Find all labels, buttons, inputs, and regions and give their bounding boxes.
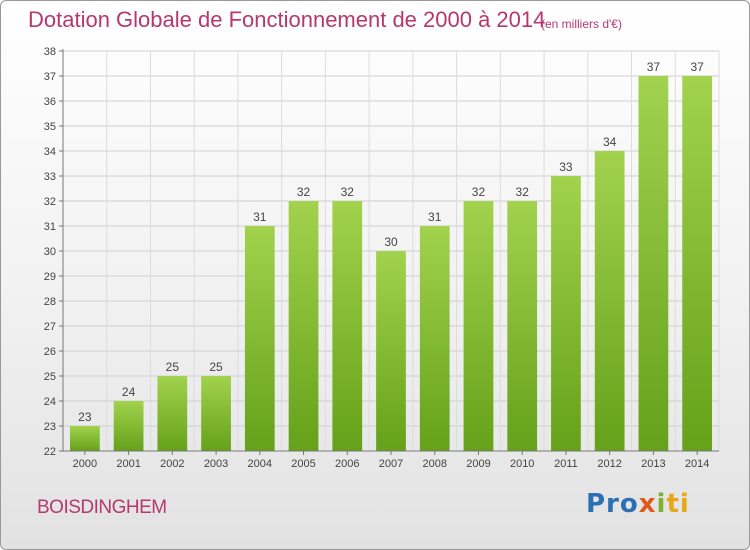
y-tick-label: 22 — [44, 446, 56, 458]
proxiti-logo[interactable]: Proxiti — [586, 489, 690, 519]
chart-title: Dotation Globale de Fonctionnement de 20… — [28, 7, 546, 32]
y-tick-label: 29 — [44, 271, 56, 283]
bar-2002 — [157, 376, 188, 451]
data-label: 25 — [209, 360, 223, 374]
x-tick-label: 2007 — [379, 458, 403, 470]
logo-part-2: x — [638, 489, 657, 519]
y-tick-label: 37 — [44, 71, 56, 83]
data-label: 37 — [690, 60, 704, 74]
x-tick-label: 2000 — [73, 458, 97, 470]
bar-2014 — [682, 76, 713, 451]
y-tick-label: 33 — [44, 171, 56, 183]
x-tick-label: 2003 — [204, 458, 228, 470]
y-tick-label: 31 — [44, 221, 56, 233]
data-label: 31 — [428, 210, 442, 224]
data-label: 37 — [647, 60, 661, 74]
bar-2001 — [113, 401, 144, 451]
data-label: 34 — [603, 135, 617, 149]
bar-2007 — [376, 251, 406, 451]
x-tick-label: 2009 — [466, 458, 490, 470]
bar-2005 — [288, 201, 319, 451]
y-tick-label: 26 — [44, 346, 56, 358]
bar-2009 — [463, 201, 494, 451]
bar-2000 — [69, 426, 100, 451]
y-tick-label: 23 — [44, 421, 56, 433]
data-label: 32 — [297, 185, 311, 199]
x-tick-label: 2008 — [422, 458, 446, 470]
bar-2010 — [507, 201, 538, 451]
chart-subtitle: (en milliers d'€) — [541, 17, 622, 31]
y-tick-label: 24 — [44, 396, 56, 408]
logo-part-3: i — [656, 489, 667, 519]
data-label: 23 — [78, 410, 92, 424]
data-label: 32 — [516, 185, 530, 199]
x-tick-label: 2004 — [248, 458, 272, 470]
data-label: 24 — [122, 385, 136, 399]
bar-2013 — [638, 76, 669, 451]
y-tick-label: 25 — [44, 371, 56, 383]
x-tick-label: 2012 — [597, 458, 621, 470]
bar-2012 — [594, 151, 625, 451]
data-label: 31 — [253, 210, 267, 224]
data-label: 32 — [472, 185, 486, 199]
bar-2004 — [244, 226, 275, 451]
data-label: 30 — [384, 235, 398, 249]
y-tick-label: 38 — [44, 46, 56, 58]
x-tick-label: 2011 — [554, 458, 578, 470]
x-tick-label: 2006 — [335, 458, 359, 470]
x-tick-label: 2014 — [685, 458, 709, 470]
x-tick-label: 2001 — [116, 458, 140, 470]
y-tick-label: 35 — [44, 121, 56, 133]
data-label: 33 — [559, 160, 573, 174]
town-name: BOISDINGHEM — [37, 497, 167, 518]
y-tick-label: 28 — [44, 296, 56, 308]
bar-2006 — [332, 201, 363, 451]
bar-2003 — [201, 376, 231, 451]
logo-part-1: Pro — [586, 489, 639, 519]
logo-part-4: ti — [666, 489, 690, 519]
y-tick-label: 32 — [44, 196, 56, 208]
data-label: 32 — [341, 185, 355, 199]
data-label: 25 — [166, 360, 180, 374]
y-tick-label: 30 — [44, 246, 56, 258]
x-tick-label: 2005 — [291, 458, 315, 470]
x-tick-label: 2002 — [160, 458, 184, 470]
y-tick-label: 27 — [44, 321, 56, 333]
y-tick-label: 36 — [44, 96, 56, 108]
x-tick-label: 2010 — [510, 458, 534, 470]
x-tick-label: 2013 — [641, 458, 665, 470]
bar-2008 — [419, 226, 450, 451]
y-tick-label: 34 — [44, 146, 56, 158]
bar-2011 — [551, 176, 581, 451]
